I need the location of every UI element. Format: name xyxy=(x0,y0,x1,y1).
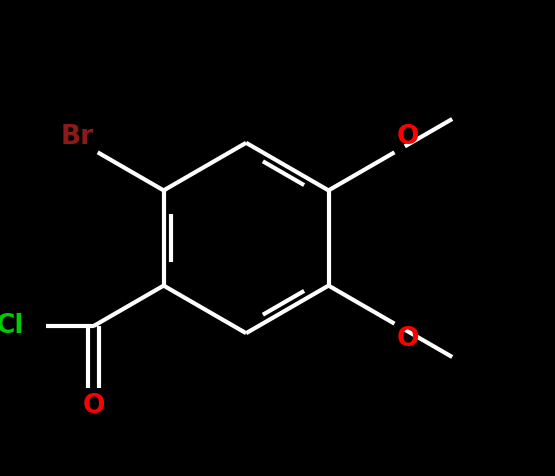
Text: O: O xyxy=(397,124,420,150)
Text: Cl: Cl xyxy=(0,313,24,339)
Text: O: O xyxy=(82,393,105,419)
Text: O: O xyxy=(397,326,420,352)
Text: Br: Br xyxy=(60,124,94,150)
